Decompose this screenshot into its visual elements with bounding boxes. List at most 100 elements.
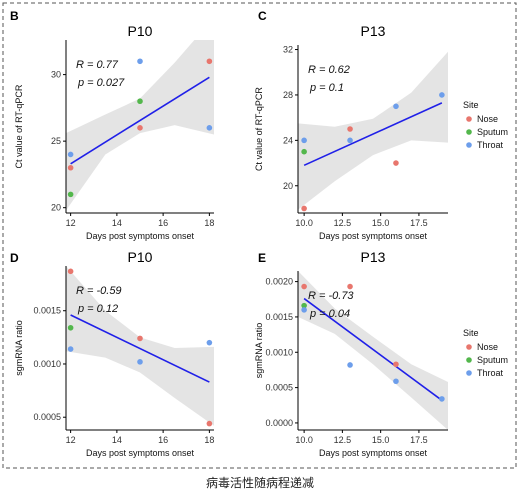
x-tick-label: 17.5 [410,218,428,228]
y-axis-label: Ct value of RT-qPCR [254,87,264,171]
x-axis-label: Days post symptoms onset [319,448,428,458]
data-point-nose [301,205,307,212]
data-point-sputum [137,98,143,105]
x-tick-label: 15.0 [372,435,390,445]
figure-caption: 病毒活性随病程递减 [205,476,314,490]
y-axis-label: Ct value of RT-qPCR [14,84,24,168]
x-tick-label: 16 [158,218,168,228]
data-point-nose [67,268,74,275]
x-tick-label: 18 [204,435,214,445]
data-point-throat [347,362,353,368]
legend-title: Site [463,100,479,110]
stat-r: R = -0.73 [308,290,354,302]
data-point-sputum [67,191,74,198]
confidence-band [298,51,448,210]
x-tick-label: 12.5 [334,218,352,228]
x-tick-label: 12 [66,435,76,445]
data-point-sputum [301,302,307,309]
x-tick-label: 16 [158,435,168,445]
y-tick-label: 0.0015 [265,312,293,322]
y-tick-label: 20 [51,203,61,213]
data-point-nose [137,335,143,342]
data-point-nose [347,126,353,132]
panel-letter: D [10,251,19,265]
legend-bottom: Site Nose Sputum Throat [463,328,508,378]
x-tick-label: 14 [112,218,122,228]
stat-p: p = 0.1 [309,82,344,94]
y-tick-label: 0.0010 [33,359,61,369]
legend-title: Site [463,328,479,338]
panel-E: E P13 10.0 12.5 15.0 17.5 0.0000 0.0005 0.0010 0.… [254,249,448,458]
y-tick-label: 25 [51,136,61,146]
x-tick-label: 17.5 [410,435,428,445]
y-tick-label: 0.0005 [265,383,293,393]
data-point-throat [301,137,307,144]
data-point-throat [137,359,143,365]
stat-p: p = 0.027 [77,77,125,89]
panel-C: C P13 10.0 12.5 15.0 17.5 20 24 28 32 Days post sy… [254,9,448,241]
y-tick-label: 0.0005 [33,412,61,422]
y-tick-label: 32 [283,45,293,55]
x-axis-label: Days post symptoms onset [86,448,195,458]
stat-r: R = -0.59 [76,285,122,297]
data-point-nose [393,160,399,166]
data-point-throat [301,307,307,313]
regression-line [70,314,210,383]
y-tick-label: 30 [51,70,61,80]
regression-line [303,102,443,167]
panel-title: P13 [361,23,386,39]
y-tick-label: 0.0015 [33,306,61,316]
legend-swatch-sputum [466,357,472,363]
regression-line [70,76,210,165]
y-tick-label: 28 [283,90,293,100]
x-tick-label: 15.0 [372,218,390,228]
data-point-throat [206,339,213,346]
panel-letter: B [10,9,19,23]
y-tick-label: 20 [283,181,293,191]
data-point-throat [67,151,74,158]
panels: B P10 12 14 16 18 20 25 30 Days post symptoms ons… [10,9,448,458]
stat-r: R = 0.77 [76,59,119,71]
figure-frame [2,2,517,469]
y-tick-label: 24 [283,135,293,145]
data-point-nose [347,283,353,290]
stat-r: R = 0.62 [308,64,350,76]
legend-swatch-nose [466,344,472,350]
panel-D: D P10 12 14 16 18 0.0005 0.0010 0.0015 Days post … [10,249,214,458]
x-tick-label: 12.5 [334,435,352,445]
legend-label-nose: Nose [477,114,498,124]
data-point-throat [137,58,143,65]
data-point-nose [301,283,307,290]
legend-label-throat: Throat [477,140,504,150]
y-axis-label: sgmRNA ratio [254,323,264,379]
panel-title: P10 [128,249,153,265]
data-point-throat [439,396,445,402]
data-point-throat [393,103,399,110]
stat-p: p = 0.04 [309,308,350,320]
data-point-nose [206,58,213,65]
panel-B: B P10 12 14 16 18 20 25 30 Days post symptoms ons… [10,9,214,241]
data-point-throat [67,346,74,352]
x-tick-label: 14 [112,435,122,445]
regression-line [303,297,443,401]
data-point-sputum [67,324,74,331]
stat-p: p = 0.12 [77,303,118,315]
data-point-throat [393,378,399,385]
x-tick-label: 10.0 [295,435,313,445]
x-tick-label: 12 [66,218,76,228]
legend-swatch-nose [466,116,472,122]
panel-title: P13 [361,249,386,265]
y-tick-label: 0.0010 [265,347,293,357]
confidence-band [66,40,214,211]
panel-letter: C [258,9,267,23]
y-axis-label: sgmRNA ratio [14,320,24,376]
data-point-nose [393,361,399,368]
legend-swatch-throat [466,370,472,376]
data-point-nose [137,125,143,131]
data-point-throat [206,125,213,131]
legend-swatch-throat [466,142,472,148]
panel-title: P10 [128,23,153,39]
data-point-throat [347,137,353,144]
x-axis-label: Days post symptoms onset [319,231,428,241]
confidence-band [66,266,214,426]
